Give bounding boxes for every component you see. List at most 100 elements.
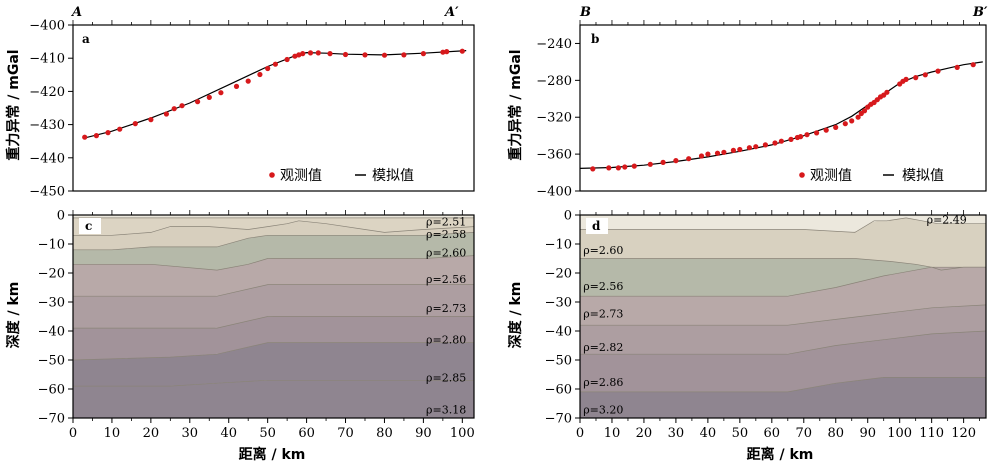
boundary-d-1 (580, 258, 986, 271)
observed-point-b (590, 166, 596, 172)
y-tick-label-a: −440 (29, 151, 65, 166)
x-tick-label-c: 70 (337, 426, 354, 441)
y-tick-label-b: −360 (536, 148, 572, 163)
boundary-c-1 (73, 220, 475, 236)
observed-point-a (272, 61, 278, 67)
layer-c-0 (73, 215, 474, 218)
ylabel-depth-d: 深度 / km (507, 282, 524, 349)
legend-b-observed-marker (799, 172, 805, 178)
x-tick-label-c: 30 (182, 426, 199, 441)
frame-b (579, 24, 987, 192)
y-tick-label-c: −70 (38, 412, 65, 427)
x-tick-label-d: 50 (732, 426, 749, 441)
observed-point-b (705, 151, 711, 157)
x-tick-label-d: 70 (796, 426, 813, 441)
top-ticks-b (579, 20, 981, 25)
observed-point-b (647, 161, 653, 167)
y-tick-label-c: −30 (38, 296, 65, 311)
x-tick-label-d: 110 (919, 426, 944, 441)
observed-point-b (804, 132, 810, 138)
observed-point-a (444, 49, 450, 55)
y-tick-label-d: −50 (545, 354, 572, 369)
model-line-b (579, 61, 983, 169)
observed-point-a (362, 52, 368, 58)
observed-point-b (833, 124, 839, 130)
observed-point-a (296, 52, 302, 58)
observed-point-b (922, 72, 928, 78)
observed-point-a (459, 48, 465, 54)
density-label-c: ρ=2.73 (426, 302, 466, 315)
observed-point-b (714, 150, 721, 156)
x-tick-label-d: 10 (604, 426, 621, 441)
observed-point-b (673, 158, 679, 164)
layer-c-4 (73, 255, 474, 297)
y-tick-label-a: −400 (29, 19, 65, 34)
observed-point-b (849, 118, 855, 124)
observed-point-b (842, 121, 848, 127)
layer-d-6 (580, 377, 986, 418)
y-tick-label-d: −60 (545, 383, 572, 398)
y-tick-label-b: −280 (536, 74, 572, 89)
observed-point-b (861, 108, 868, 114)
ylabel-gravity-a: 重力异常 / mGal (5, 49, 22, 160)
legend-b-observed-label-2: 模拟值 (902, 168, 944, 184)
panel-tag-bg-d (586, 218, 608, 234)
legend-a-model-label: 模拟值 (372, 168, 414, 184)
observed-point-b (788, 136, 794, 142)
x-tick-label-c: 10 (104, 426, 121, 441)
legend-b: 观测值 模拟值 (799, 168, 944, 184)
x-tick-label-d: 60 (764, 426, 781, 441)
x-tick-label-c: 90 (415, 426, 432, 441)
density-label-c: ρ=2.85 (426, 371, 466, 384)
legend-b-observed-label: 观测值 (810, 168, 852, 184)
observed-point-a (218, 90, 224, 96)
panel-d: ρ=2.49 ρ=2.60 ρ=2.56 ρ=2.73 ρ=2.82 ρ=2.86 ρ=3.… (545, 209, 987, 441)
observed-point-a (233, 83, 240, 89)
observed-point-b (631, 163, 637, 169)
density-label-d: ρ=2.73 (583, 308, 623, 321)
ylabel-depth-c: 深度 / km (5, 282, 22, 349)
panel-tag-c: c (85, 219, 92, 233)
observed-point-b (814, 130, 820, 136)
observed-point-b (762, 142, 769, 148)
observed-point-b (954, 64, 960, 70)
observed-point-a (148, 117, 154, 123)
observed-point-a (93, 133, 99, 139)
observed-point-b (778, 138, 785, 144)
y-tick-label-b: −320 (536, 111, 572, 126)
x-tick-label-d: 120 (951, 426, 976, 441)
panel-b: −240 −280 −320 −360 −400 (536, 20, 987, 200)
y-tick-label-c: −20 (38, 267, 65, 282)
y-tick-label-d: −10 (545, 238, 572, 253)
plot-bg-a (73, 25, 474, 191)
y-tick-label-d: −20 (545, 267, 572, 282)
observed-point-a (82, 134, 88, 140)
observed-point-a (117, 126, 123, 132)
observed-point-b (823, 127, 829, 133)
observed-point-a (315, 50, 321, 56)
panel-c: ρ=2.51ρ=2.58 ρ=2.60 ρ=2.56 ρ=2.73 ρ=2.80 ρ=2.… (38, 209, 475, 442)
x-tick-label-d: 80 (827, 426, 844, 441)
y-tick-label-a: −410 (29, 52, 65, 67)
observed-point-a (179, 103, 185, 109)
density-label-d: ρ=2.60 (583, 244, 623, 257)
legend-a-observed-marker (269, 172, 275, 178)
frame-a (72, 24, 475, 192)
observed-point-a (163, 111, 169, 117)
layer-c-5 (73, 284, 474, 329)
observed-point-a (195, 99, 201, 105)
observed-point-b (698, 153, 705, 159)
observed-point-b (615, 165, 622, 171)
x-tick-label-d: 30 (668, 426, 685, 441)
x-tick-label-c: 100 (450, 426, 475, 441)
y-tick-label-b: −240 (536, 37, 572, 52)
observed-point-a (401, 52, 407, 58)
boundary-c-6 (72, 342, 474, 361)
density-label-c: ρ=2.80 (426, 334, 466, 347)
x-tick-label-d: 40 (700, 426, 717, 441)
corner-label-B: B (579, 5, 591, 20)
observed-point-b (686, 156, 692, 162)
panel-tag-b: b (591, 32, 599, 46)
observed-point-a (171, 106, 177, 112)
boundary-c-3 (73, 255, 475, 271)
